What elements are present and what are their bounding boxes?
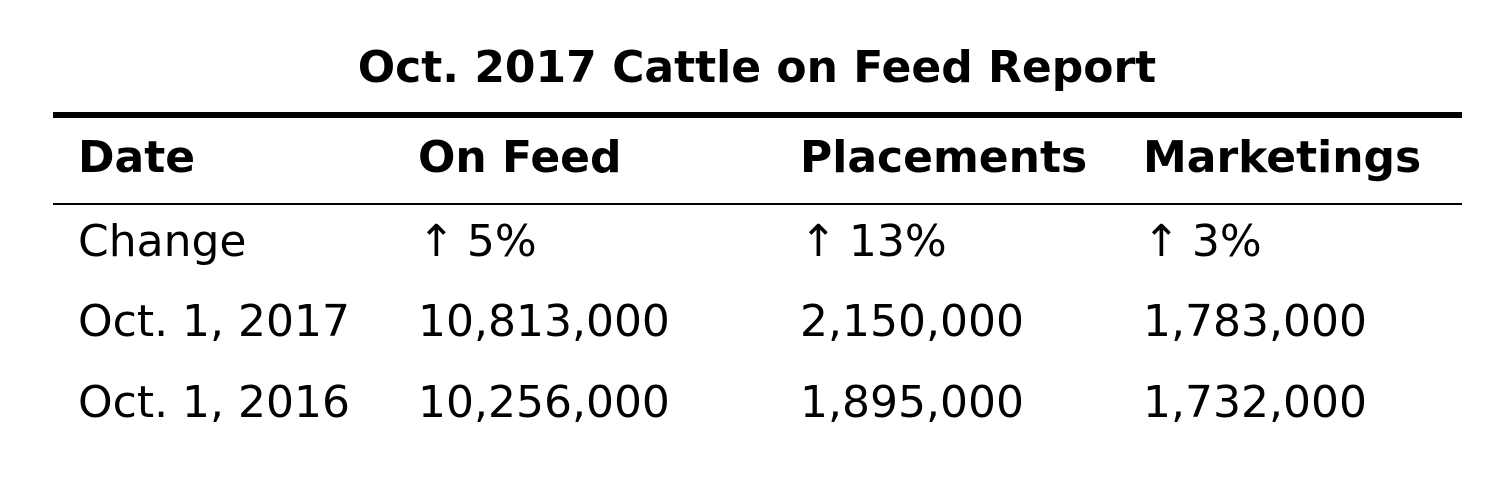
change-placements: ↑ 13% (800, 212, 947, 272)
table-row-2017: Oct. 1, 2017 10,813,000 2,150,000 1,783,… (0, 292, 1500, 352)
change-marketings: ↑ 3% (1143, 212, 1262, 272)
table-top-rule (53, 112, 1462, 118)
change-on-feed: ↑ 5% (418, 212, 537, 272)
table-row-2016: Oct. 1, 2016 10,256,000 1,895,000 1,732,… (0, 373, 1500, 433)
change-label: Change (78, 216, 247, 267)
table-row-change: Change ↑ 5% ↑ 13% ↑ 3% (0, 212, 1500, 272)
up-arrow-icon: ↑ (800, 216, 837, 267)
header-divider-rule (53, 203, 1462, 205)
up-arrow-icon: ↑ (1143, 216, 1180, 267)
header-date: Date (78, 132, 196, 183)
row-on-feed: 10,813,000 (418, 296, 670, 347)
row-marketings: 1,732,000 (1143, 377, 1367, 428)
row-marketings: 1,783,000 (1143, 296, 1367, 347)
header-placements: Placements (800, 132, 1088, 183)
header-marketings: Marketings (1143, 132, 1422, 183)
row-date: Oct. 1, 2017 (78, 296, 350, 347)
report-title: Oct. 2017 Cattle on Feed Report (357, 42, 1157, 93)
header-on-feed: On Feed (418, 132, 622, 183)
change-placements-value: 13% (848, 216, 947, 267)
table-header-row: Date On Feed Placements Marketings (0, 128, 1500, 188)
row-date: Oct. 1, 2016 (78, 377, 350, 428)
up-arrow-icon: ↑ (418, 216, 455, 267)
row-placements: 2,150,000 (800, 296, 1024, 347)
row-on-feed: 10,256,000 (418, 377, 670, 428)
change-marketings-value: 3% (1191, 216, 1262, 267)
change-on-feed-value: 5% (466, 216, 537, 267)
row-placements: 1,895,000 (800, 377, 1024, 428)
